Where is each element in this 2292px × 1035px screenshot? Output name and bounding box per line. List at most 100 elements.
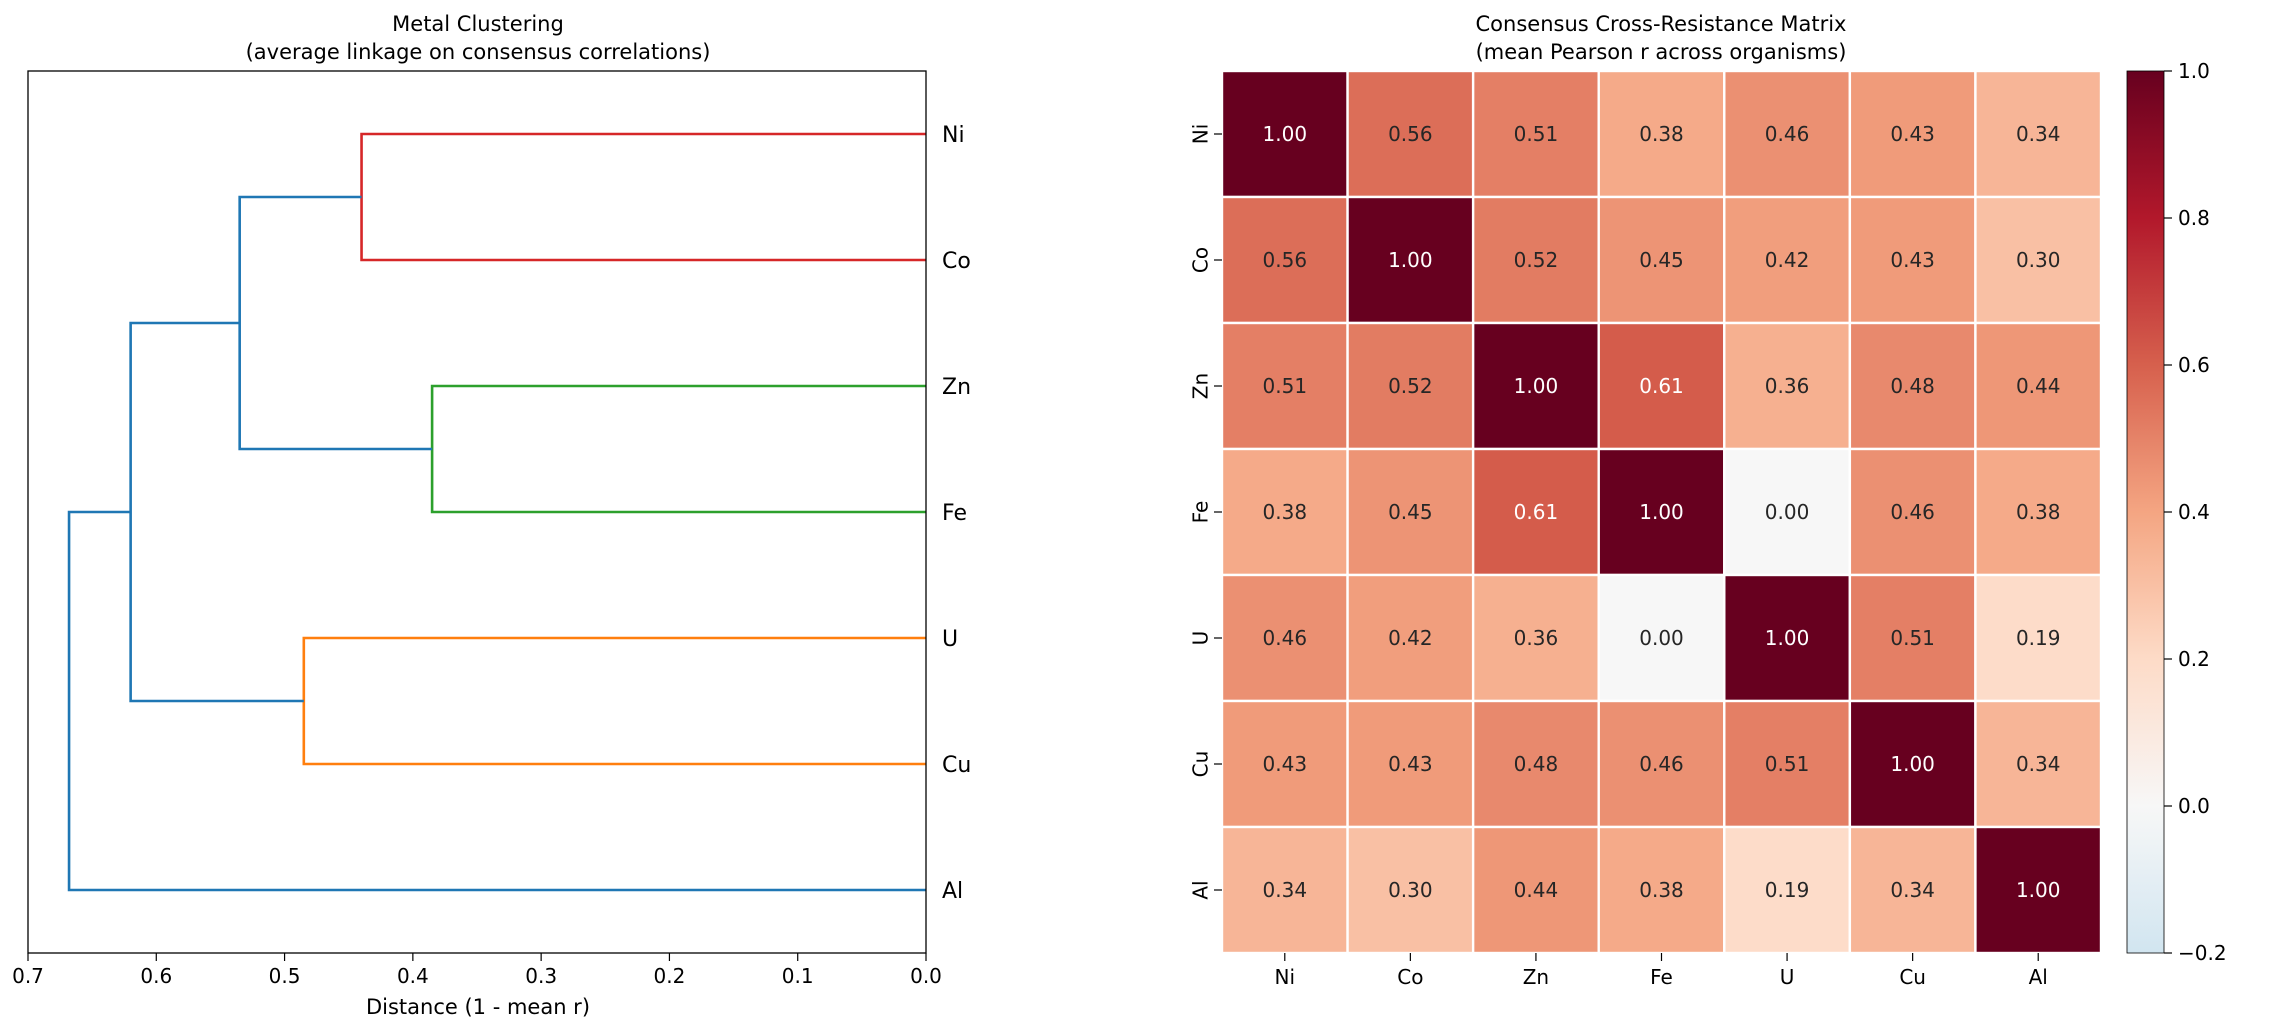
heatmap-row-label: Zn	[1189, 373, 1213, 399]
heatmap-cell-label: 0.51	[1890, 626, 1935, 650]
dendrogram-leaf-label: U	[942, 627, 958, 652]
heatmap-cell-label: 0.30	[1388, 878, 1433, 902]
heatmap-cell-label: 0.19	[1765, 878, 1810, 902]
colorbar-ticks: 1.0 0.8 0.6 0.4 0.2 0.0 −0.2	[2164, 59, 2227, 965]
heatmap-cell-label: 0.56	[1263, 248, 1308, 272]
dendrogram-x-ticks: 0.7 0.6 0.5 0.4 0.3 0.2 0.1 0.0	[12, 953, 942, 988]
heatmap-cell-label: 0.52	[1514, 248, 1559, 272]
heatmap-cell-label: 0.45	[1388, 500, 1433, 524]
heatmap-cell-label: 0.30	[2016, 248, 2061, 272]
dendrogram-links	[67, 132, 926, 892]
heatmap-cell-label: 1.00	[1890, 752, 1935, 776]
heatmap-cell-label: 0.19	[2016, 626, 2061, 650]
heatmap-cell-label: 1.00	[1765, 626, 1810, 650]
heatmap-cell	[1974, 573, 2103, 703]
dendrogram-subtitle: (average linkage on consensus correlatio…	[246, 40, 711, 64]
heatmap-cell-label: 0.36	[1765, 374, 1810, 398]
heatmap-col-label: Zn	[1523, 965, 1549, 989]
heatmap-cell	[1220, 447, 1349, 577]
heatmap-cell-label: 0.00	[1765, 500, 1810, 524]
heatmap-col-label: Ni	[1275, 965, 1296, 989]
heatmap-row-label: Co	[1189, 247, 1213, 273]
heatmap-subtitle: (mean Pearson r across organisms)	[1476, 40, 1847, 64]
heatmap-cell	[1346, 825, 1475, 955]
heatmap-cell-label: 0.46	[1890, 500, 1935, 524]
heatmap-cell-label: 0.44	[1514, 878, 1559, 902]
heatmap-cell	[1974, 321, 2103, 451]
heatmap-cell-label: 0.48	[1514, 752, 1559, 776]
heatmap-cell-label: 0.61	[1639, 374, 1684, 398]
heatmap-cell	[1723, 699, 1852, 829]
heatmap-cell-label: 0.42	[1765, 248, 1810, 272]
colorbar: 1.0 0.8 0.6 0.4 0.2 0.0 −0.2	[2126, 59, 2227, 965]
heatmap-cell	[1597, 69, 1726, 199]
dendrogram-panel: Metal Clustering (average linkage on con…	[12, 12, 971, 1019]
heatmap-cell	[1974, 195, 2103, 325]
dendrogram-leaf-label: Fe	[942, 501, 967, 526]
heatmap-cell-label: 0.38	[1639, 878, 1684, 902]
heatmap-cell-label: 0.00	[1639, 626, 1684, 650]
colorbar-tick-label: 0.2	[2178, 647, 2210, 671]
heatmap-col-label: Al	[2029, 965, 2048, 989]
heatmap-cell-label: 0.61	[1514, 500, 1559, 524]
dendrogram-x-tick-label: 0.1	[782, 964, 814, 988]
heatmap-cell-label: 0.56	[1388, 122, 1433, 146]
heatmap-cell	[1848, 321, 1977, 451]
dendrogram-leaf-label: Cu	[942, 753, 971, 778]
heatmap-row-label: U	[1189, 631, 1213, 646]
heatmap-cell-label: 0.43	[1263, 752, 1308, 776]
heatmap-title: Consensus Cross-Resistance Matrix	[1476, 12, 1847, 36]
heatmap-cell-label: 0.48	[1890, 374, 1935, 398]
heatmap-cell-label: 0.46	[1639, 752, 1684, 776]
heatmap-cell	[1597, 573, 1726, 703]
heatmap-cell-label: 0.43	[1890, 122, 1935, 146]
heatmap-cell	[1597, 195, 1726, 325]
heatmap-cell-label: 0.46	[1765, 122, 1810, 146]
heatmap-row-label: Fe	[1189, 501, 1213, 524]
dendrogram-leaf-label: Zn	[942, 375, 971, 400]
heatmap-row-label: Al	[1189, 880, 1213, 899]
heatmap-cell	[1723, 825, 1852, 955]
heatmap-cell-label: 1.00	[1388, 248, 1433, 272]
heatmap-cell-label: 0.34	[1890, 878, 1935, 902]
heatmap-cell-label: 0.45	[1639, 248, 1684, 272]
heatmap-column-labels: Ni Co Zn Fe U Cu Al	[1275, 953, 2048, 989]
colorbar-tick-label: −0.2	[2178, 941, 2227, 965]
heatmap-cell-label: 0.51	[1765, 752, 1810, 776]
heatmap-cell-label: 0.43	[1890, 248, 1935, 272]
heatmap-cell	[1597, 699, 1726, 829]
heatmap-cell-label: 0.38	[1263, 500, 1308, 524]
dendrogram-leaf-labels: Ni Co Zn Fe U Cu Al	[942, 123, 971, 904]
heatmap-cells: 1.00 0.56 0.51 0.38 0.46 0.43 0.34 0.56 1.00 0.52…	[1220, 69, 2103, 955]
colorbar-tick-label: 0.0	[2178, 794, 2210, 818]
heatmap-cell	[1848, 447, 1977, 577]
heatmap-cell	[1471, 447, 1600, 577]
heatmap-cell-label: 1.00	[1514, 374, 1559, 398]
heatmap-cell-label: 0.43	[1388, 752, 1433, 776]
heatmap-cell	[1471, 825, 1600, 955]
dendrogram-x-tick-label: 0.6	[140, 964, 172, 988]
heatmap-cell	[1597, 825, 1726, 955]
heatmap-cell-label: 0.42	[1388, 626, 1433, 650]
dendrogram-x-tick-label: 0.5	[269, 964, 301, 988]
heatmap-col-label: Cu	[1899, 965, 1926, 989]
heatmap-cell-label: 0.38	[1639, 122, 1684, 146]
heatmap-row-label: Ni	[1189, 124, 1213, 145]
dendrogram-leaf-label: Al	[942, 879, 963, 904]
heatmap-cell-label: 0.34	[2016, 752, 2061, 776]
dendrogram-title: Metal Clustering	[392, 12, 564, 36]
dendrogram-x-tick-label: 0.0	[910, 964, 942, 988]
heatmap-cell	[1597, 447, 1726, 577]
heatmap-col-label: U	[1780, 965, 1795, 989]
dendrogram-link-5	[67, 510, 926, 892]
dendrogram-x-tick-label: 0.2	[654, 964, 686, 988]
heatmap-cell-label: 0.52	[1388, 374, 1433, 398]
heatmap-cell-label: 0.34	[2016, 122, 2061, 146]
heatmap-cell-label: 0.51	[1514, 122, 1559, 146]
dendrogram-leaf-label: Ni	[942, 123, 965, 148]
heatmap-cell-label: 0.36	[1514, 626, 1559, 650]
heatmap-cell-label: 0.44	[2016, 374, 2061, 398]
heatmap-col-label: Fe	[1650, 965, 1673, 989]
heatmap-cell	[1220, 573, 1349, 703]
